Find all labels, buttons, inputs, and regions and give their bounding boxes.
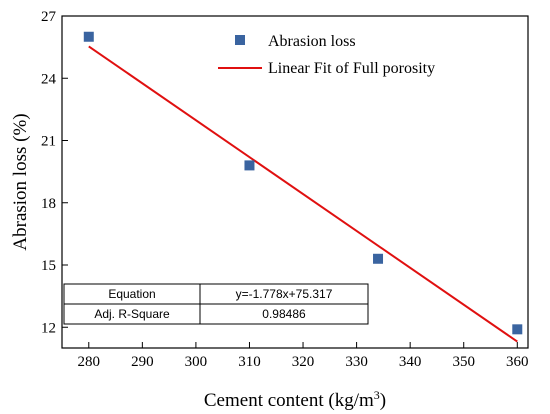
x-axis: 280 290 300 310 320 330 340 350 360 (78, 342, 529, 370)
data-points (83, 31, 523, 335)
x-tick-label-360: 360 (506, 354, 529, 370)
y-axis-title: Abrasion loss (%) (10, 113, 31, 250)
data-point (373, 253, 384, 264)
stats-table-value: y=-1.778x+75.317 (236, 287, 333, 301)
x-axis-title: Cement content (kg/m3) (204, 388, 386, 411)
x-tick-label-330: 330 (345, 354, 368, 370)
x-tick-label-280: 280 (78, 354, 101, 370)
x-tick-label-320: 320 (292, 354, 315, 370)
stats-table-key: Adj. R-Square (94, 307, 170, 321)
y-axis: 12 15 18 21 24 27 (41, 9, 68, 336)
data-point (244, 160, 255, 171)
legend-label-abrasion-loss: Abrasion loss (268, 33, 356, 50)
stats-table: Equation y=-1.778x+75.317 Adj. R-Square 0.9… (63, 283, 369, 325)
stats-table-key: Equation (108, 287, 155, 301)
y-tick-label-21: 21 (41, 134, 56, 150)
x-axis-title-main: Cement content (kg/m (204, 390, 374, 411)
legend-marker-abrasion-loss (235, 35, 245, 45)
x-tick-label-350: 350 (452, 354, 475, 370)
legend: Abrasion loss Linear Fit of Full porosit… (218, 33, 435, 77)
x-tick-label-340: 340 (399, 354, 422, 370)
y-tick-label-18: 18 (41, 196, 56, 212)
x-axis-title-sup: 3 (374, 388, 380, 402)
x-tick-label-310: 310 (238, 354, 261, 370)
legend-label-fit: Linear Fit of Full porosity (268, 60, 435, 77)
x-axis-title-tail: ) (380, 390, 386, 411)
fit-line (88, 45, 518, 343)
data-point (83, 31, 94, 42)
data-point (512, 324, 523, 335)
y-tick-label-24: 24 (41, 71, 57, 87)
x-tick-label-290: 290 (131, 354, 154, 370)
stats-table-value: 0.98486 (262, 307, 306, 321)
plot-frame (61, 15, 529, 349)
y-tick-label-27: 27 (41, 9, 57, 25)
y-tick-label-12: 12 (41, 320, 56, 336)
y-tick-label-15: 15 (41, 258, 56, 274)
x-tick-label-300: 300 (185, 354, 208, 370)
